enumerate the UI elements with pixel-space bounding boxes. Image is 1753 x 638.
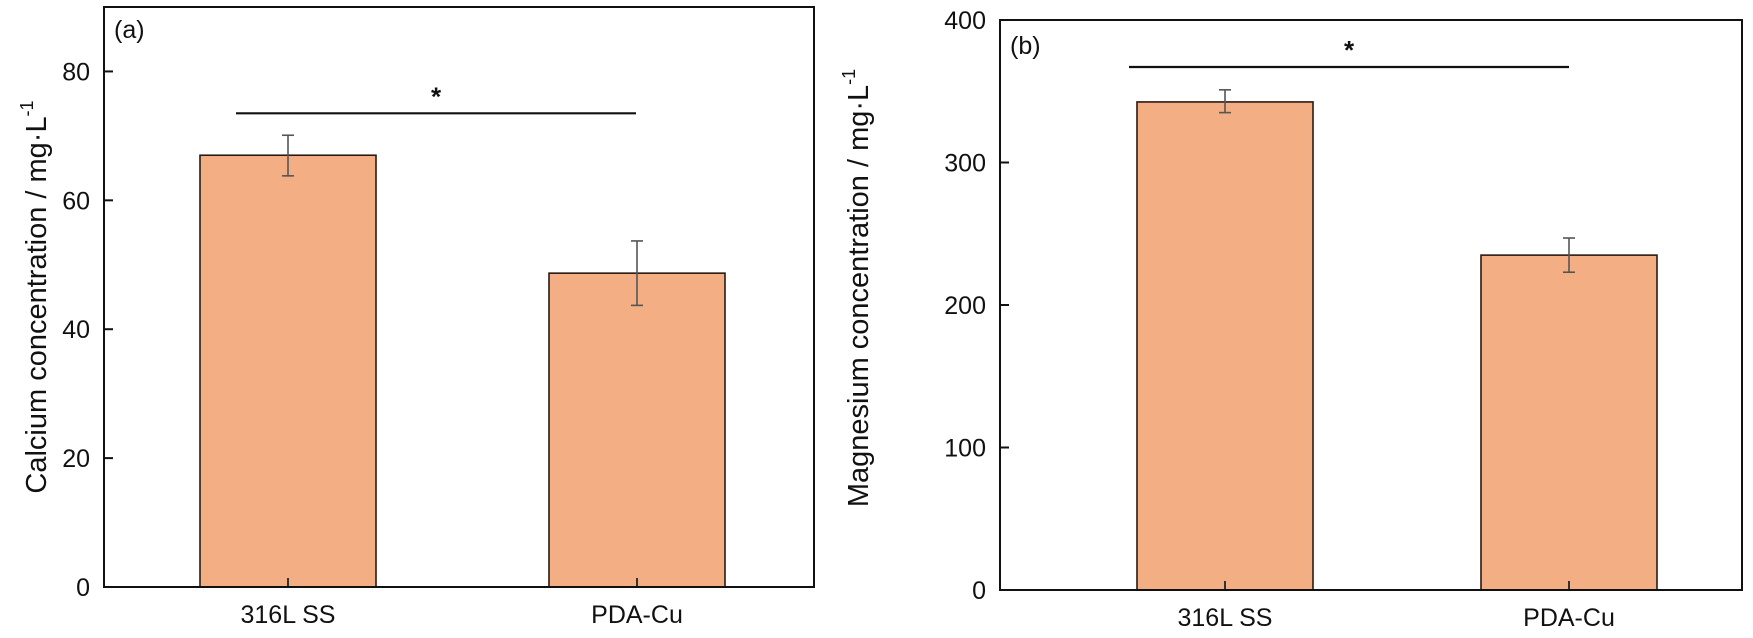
y-tick-label: 200 (944, 292, 986, 320)
y-tick-label: 100 (944, 435, 986, 463)
y-axis-title-a: Calcium concentration / mg·L-1 (17, 100, 53, 493)
y-tick-label: 20 (62, 445, 90, 473)
panel-label-b: (b) (1010, 32, 1041, 60)
y-tick-label: 80 (62, 58, 90, 86)
bar-316l-ss (199, 154, 377, 588)
error-bars-b (1219, 89, 1575, 274)
y-tick-label: 40 (62, 316, 90, 344)
error-bars-a (282, 134, 643, 307)
y-axis-title-main-b: Magnesium concentration / mg·L (843, 85, 875, 507)
y-tick-label: 300 (944, 150, 986, 178)
significance-marker: * (1344, 35, 1355, 65)
bar-316l-ss (1136, 101, 1314, 591)
y-axis-title-b: Magnesium concentration / mg·L-1 (839, 69, 875, 507)
significance-b: * (1129, 35, 1569, 69)
bars-b (1000, 101, 1742, 591)
chart-panel-a: 0 20 40 60 80 316L SS PDA-Cu * (a) Calcium co… (17, 6, 815, 629)
y-tick-label: 0 (76, 574, 90, 602)
y-tick-label: 60 (62, 187, 90, 215)
chart-panel-b: 0 100 200 300 400 316L SS PDA-Cu * (b) Magnes… (839, 7, 1743, 632)
y-tick-label: 400 (944, 7, 986, 35)
x-category-label: PDA-Cu (1523, 604, 1615, 632)
y-axis-ticks-a: 0 20 40 60 80 (62, 58, 113, 602)
y-tick-label: 0 (972, 577, 986, 605)
x-category-label: 316L SS (1178, 604, 1273, 632)
significance-marker: * (431, 81, 442, 111)
y-axis-ticks-b: 0 100 200 300 400 (944, 7, 1009, 605)
x-category-label: 316L SS (241, 601, 336, 629)
bars-a (104, 154, 814, 588)
y-axis-title-main-a: Calcium concentration / mg·L (21, 116, 53, 493)
x-category-label: PDA-Cu (591, 601, 683, 629)
x-axis-labels-a: 316L SS PDA-Cu (241, 601, 683, 629)
bar-pda-cu (548, 272, 726, 588)
y-axis-title-sup-b: -1 (839, 69, 859, 85)
bar-pda-cu (1480, 254, 1658, 591)
x-axis-labels-b: 316L SS PDA-Cu (1178, 604, 1615, 632)
panel-label-a: (a) (114, 16, 145, 44)
y-axis-title-sup-a: -1 (17, 100, 37, 116)
significance-a: * (236, 81, 636, 115)
